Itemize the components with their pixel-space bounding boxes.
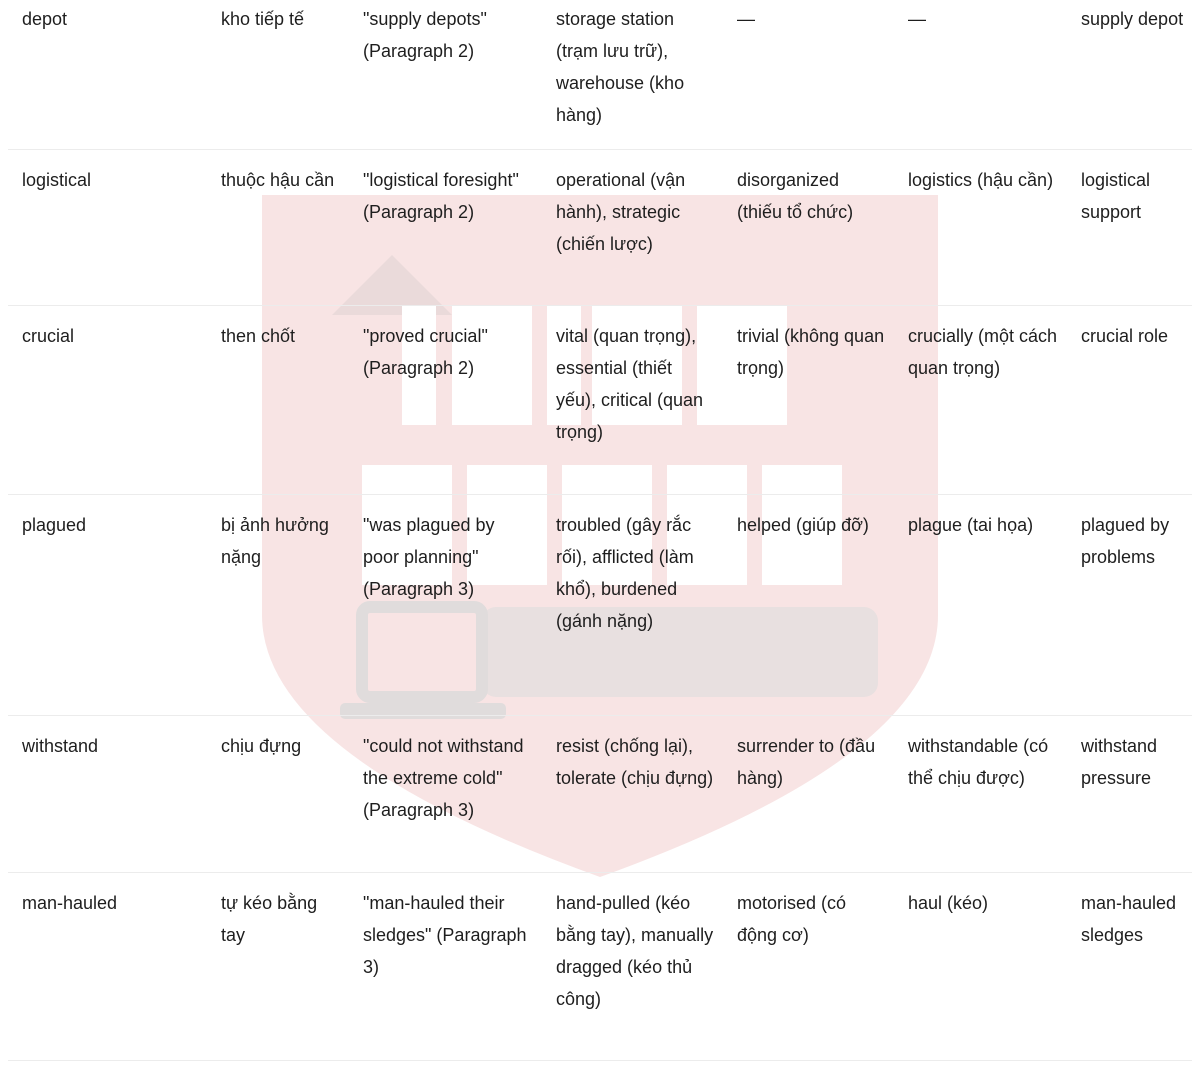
cell-context: "could not withstand the extreme cold" (…: [363, 736, 524, 820]
cell-collocation: supply depot: [1081, 9, 1184, 29]
cell-word: logistical: [22, 170, 92, 190]
table-row: withstand chịu đựng "could not withstand t…: [8, 716, 1192, 873]
cell-word-family: plague (tai họa): [908, 515, 1034, 535]
cell-meaning: tự kéo bằng tay: [221, 893, 318, 945]
cell-antonym: motorised (có động cơ): [737, 893, 847, 945]
cell-word-family: crucially (một cách quan trọng): [908, 326, 1058, 378]
cell-synonyms: storage station (trạm lưu trữ), warehous…: [556, 9, 685, 125]
cell-meaning: then chốt: [221, 326, 296, 346]
cell-synonyms: vital (quan trọng), essential (thiết yếu…: [556, 326, 704, 442]
cell-context: "proved crucial" (Paragraph 2): [363, 326, 488, 378]
cell-word: man-hauled: [22, 893, 118, 913]
cell-context: "logistical foresight" (Paragraph 2): [363, 170, 519, 222]
cell-word: withstand: [22, 736, 99, 756]
cell-word: plagued: [22, 515, 87, 535]
watermark-logo: [262, 195, 938, 877]
cell-word-family: withstandable (có thể chịu được): [908, 736, 1049, 788]
cell-collocation: logistical support: [1081, 170, 1151, 222]
cell-antonym: disorganized (thiếu tổ chức): [737, 170, 854, 222]
cell-context: "man-hauled their sledges" (Paragraph 3): [363, 893, 527, 977]
cell-synonyms: troubled (gây rắc rối), afflicted (làm k…: [556, 515, 694, 631]
table-row: depot kho tiếp tế "supply depots" (Paragra…: [8, 0, 1192, 150]
cell-antonym: trivial (không quan trọng): [737, 326, 885, 378]
vocabulary-table: depot kho tiếp tế "supply depots" (Paragra…: [8, 0, 1192, 1061]
cell-synonyms: resist (chống lại), tolerate (chịu đựng): [556, 736, 714, 788]
cell-collocation: withstand pressure: [1081, 736, 1158, 788]
cell-meaning: bị ảnh hưởng nặng: [221, 515, 329, 567]
cell-context: "was plagued by poor planning" (Paragrap…: [363, 515, 495, 599]
cell-meaning: chịu đựng: [221, 736, 302, 756]
cell-synonyms: hand-pulled (kéo bằng tay), manually dra…: [556, 893, 714, 1009]
cell-synonyms: operational (vận hành), strategic (chiến…: [556, 170, 686, 254]
cell-word: crucial: [22, 326, 75, 346]
cell-meaning: thuộc hậu cần: [221, 170, 335, 190]
cell-word: depot: [22, 9, 68, 29]
cell-word-family: —: [908, 9, 926, 29]
cell-context: "supply depots" (Paragraph 2): [363, 9, 487, 61]
table-row: logistical thuộc hậu cần "logistical fores…: [8, 150, 1192, 306]
cell-meaning: kho tiếp tế: [221, 9, 305, 29]
cell-antonym: surrender to (đầu hàng): [737, 736, 876, 788]
cell-collocation: crucial role: [1081, 326, 1169, 346]
cell-collocation: man-hauled sledges: [1081, 893, 1177, 945]
table-row: man-hauled tự kéo bằng tay "man-hauled the…: [8, 873, 1192, 1061]
cell-antonym: —: [737, 9, 755, 29]
cell-word-family: logistics (hậu cần): [908, 170, 1054, 190]
cell-word-family: haul (kéo): [908, 893, 989, 913]
cell-antonym: helped (giúp đỡ): [737, 515, 869, 535]
cell-collocation: plagued by problems: [1081, 515, 1170, 567]
table-row: crucial then chốt "proved crucial" (Paragr…: [8, 306, 1192, 495]
table-row: plagued bị ảnh hưởng nặng "was plagued by …: [8, 495, 1192, 716]
